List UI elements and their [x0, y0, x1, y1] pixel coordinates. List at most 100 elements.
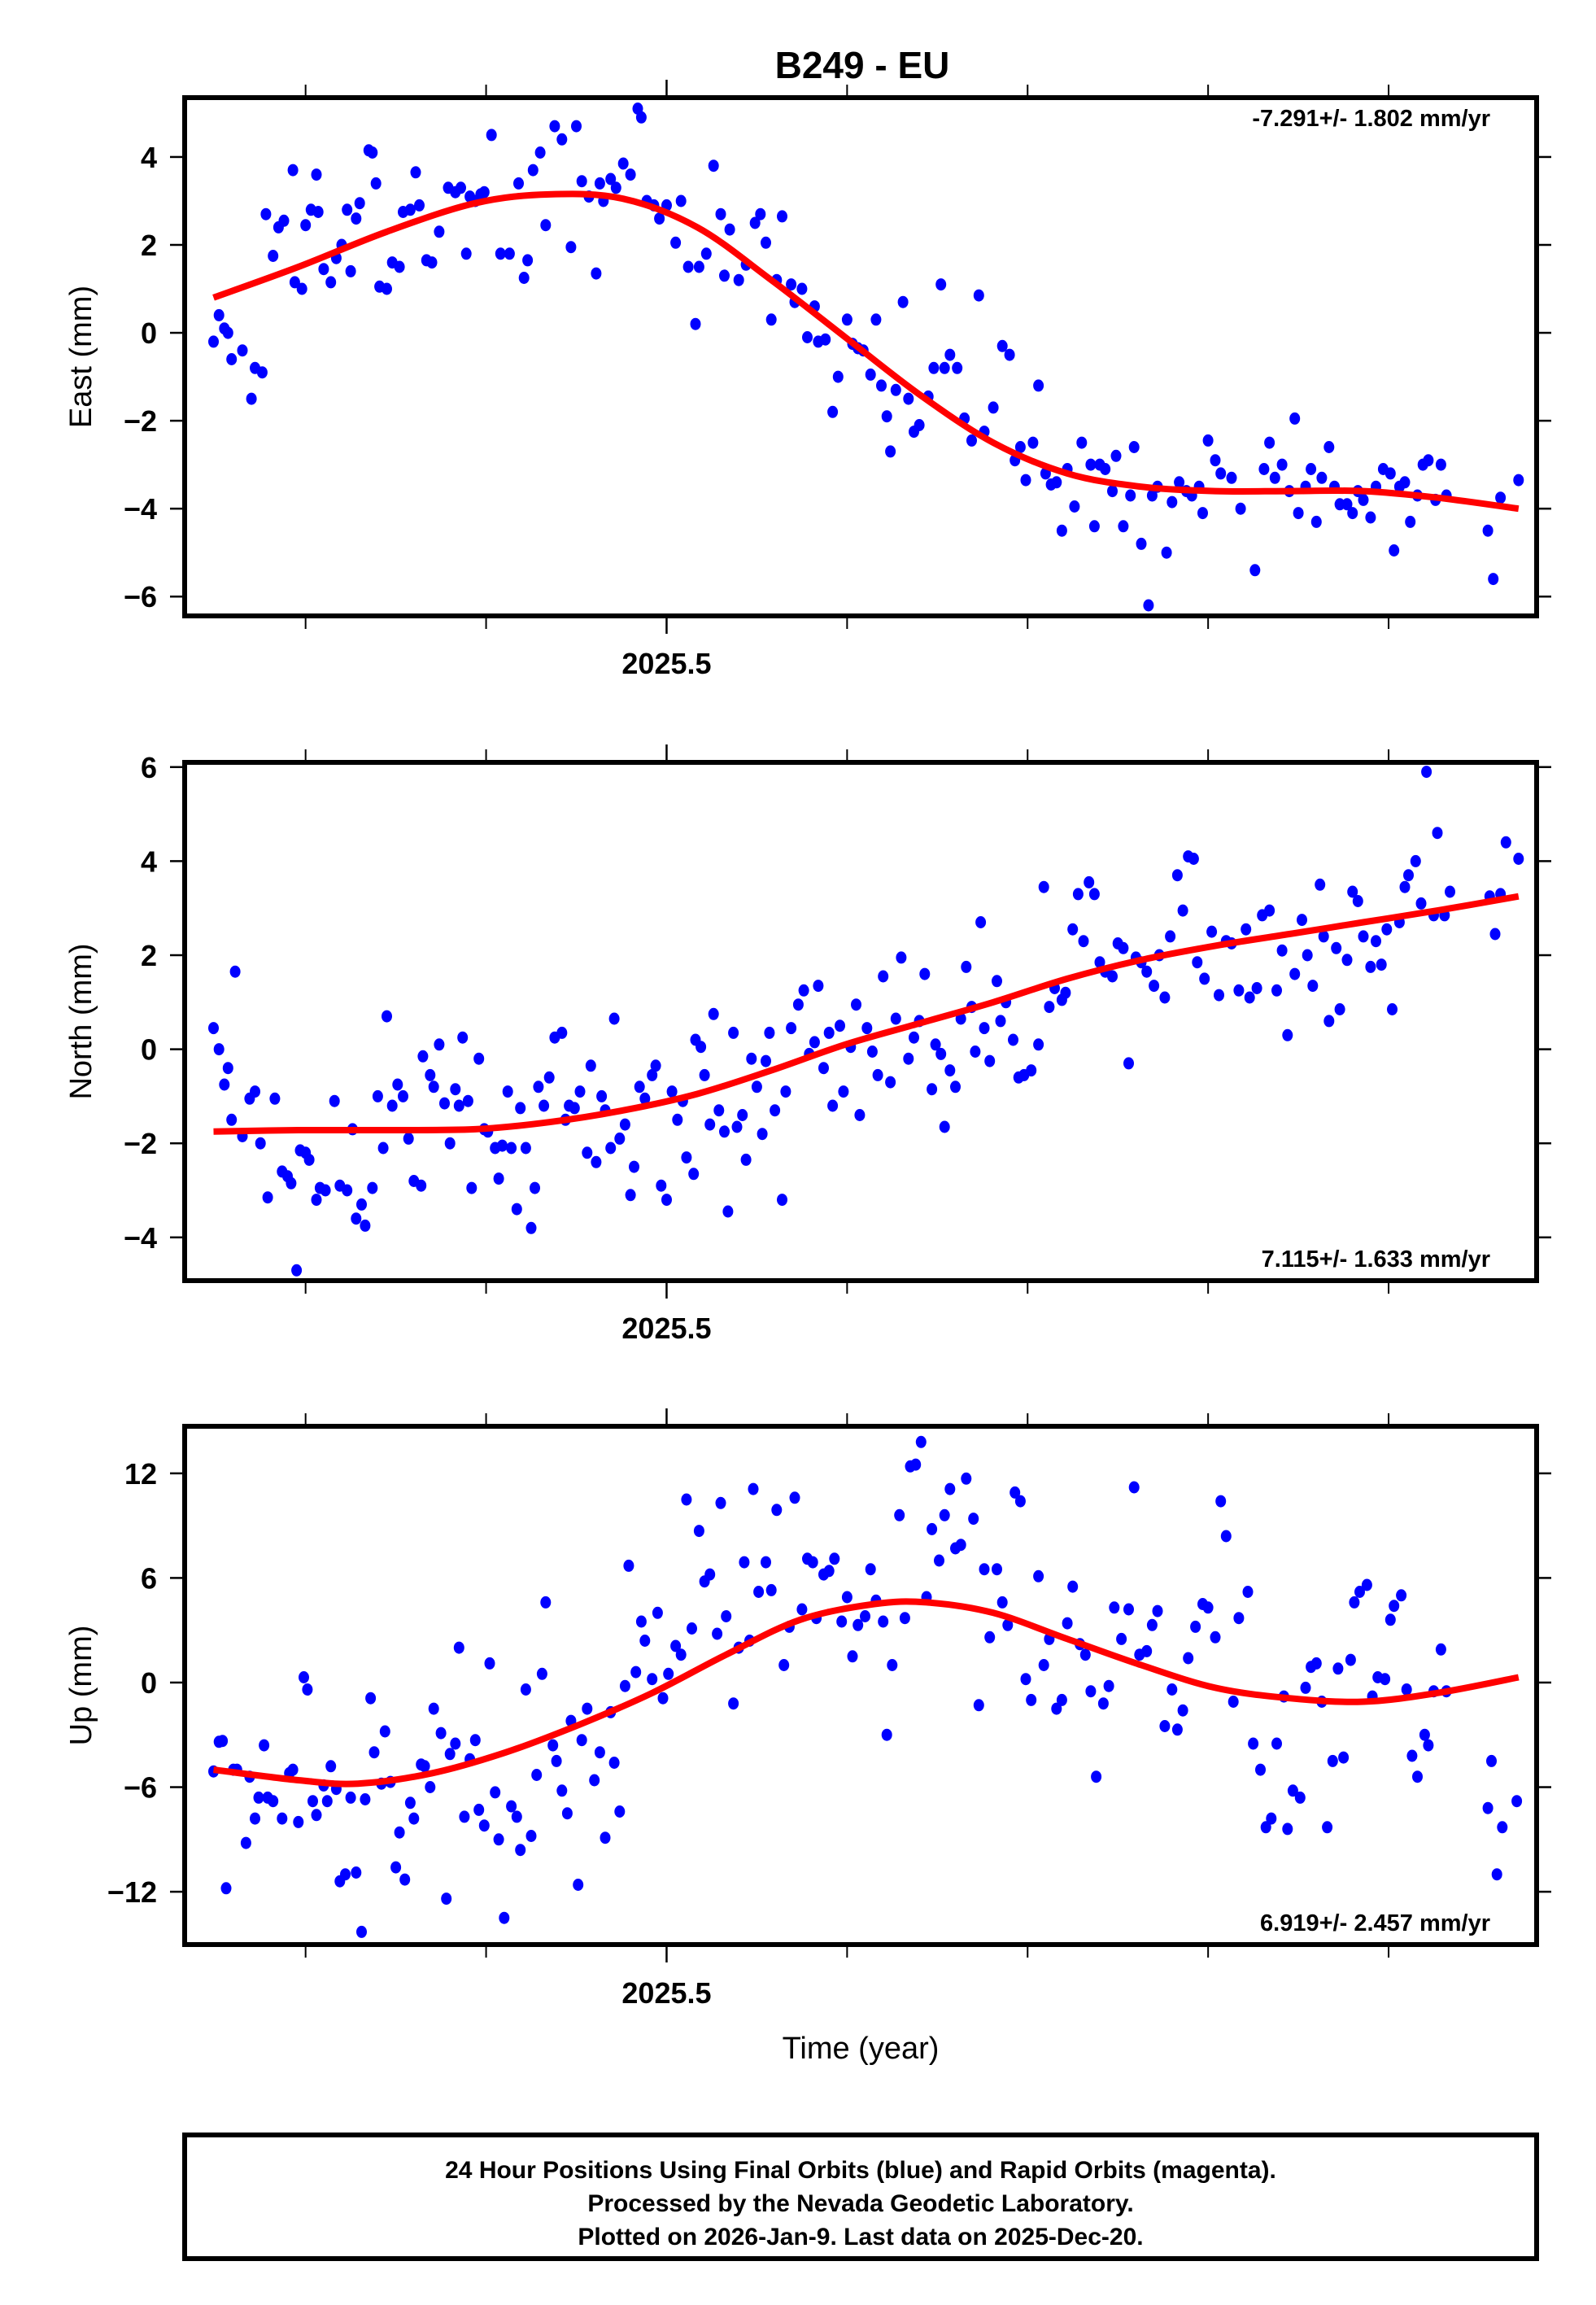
data-point — [582, 1146, 593, 1159]
data-point — [853, 1618, 864, 1631]
data-point — [1306, 463, 1317, 475]
data-point — [939, 1120, 950, 1133]
data-point — [1171, 1723, 1183, 1736]
data-point — [1347, 507, 1358, 520]
data-point — [865, 1563, 876, 1576]
data-point — [312, 206, 324, 218]
data-point — [453, 1099, 464, 1112]
data-point — [226, 1113, 238, 1126]
data-point — [302, 1683, 313, 1696]
north-frame — [182, 760, 1539, 1283]
data-point — [434, 1038, 445, 1051]
data-point — [1088, 520, 1100, 533]
data-point — [473, 1803, 485, 1816]
data-point — [1091, 1770, 1102, 1783]
data-point — [356, 1198, 367, 1211]
data-point — [576, 1734, 587, 1747]
data-point — [1251, 982, 1262, 994]
data-point — [952, 361, 963, 374]
data-point — [1033, 379, 1044, 392]
data-point — [851, 998, 861, 1011]
data-point — [1051, 476, 1062, 489]
data-point — [473, 1052, 485, 1065]
data-point — [286, 1177, 297, 1190]
data-point — [761, 1054, 771, 1067]
north-points — [208, 766, 1524, 1277]
data-point — [654, 212, 665, 225]
data-point — [382, 282, 392, 295]
data-point — [506, 1800, 517, 1813]
data-point — [1026, 1693, 1037, 1706]
data-point — [1399, 476, 1411, 489]
data-point — [1289, 967, 1301, 980]
data-point — [625, 1189, 636, 1202]
data-point — [1354, 1586, 1365, 1598]
data-point — [1141, 1644, 1153, 1657]
data-point — [713, 1104, 725, 1117]
data-point — [1415, 897, 1427, 910]
data-point — [757, 1128, 768, 1141]
data-point — [894, 1508, 905, 1521]
data-point — [1159, 1720, 1171, 1732]
data-point — [511, 1810, 522, 1823]
data-point — [722, 1205, 734, 1218]
footer-line-3: Plotted on 2026-Jan-9. Last data on 2025… — [578, 2224, 1143, 2250]
data-point — [939, 361, 950, 374]
data-point — [534, 146, 546, 159]
data-point — [1136, 537, 1147, 550]
data-point — [511, 1203, 522, 1216]
data-point — [1244, 991, 1255, 1004]
data-point — [823, 1026, 835, 1039]
data-point — [827, 405, 839, 418]
data-point — [1338, 1751, 1350, 1764]
data-point — [493, 1172, 504, 1185]
data-point — [777, 210, 787, 223]
data-point — [340, 1868, 351, 1881]
data-point — [1334, 498, 1345, 511]
data-point — [1152, 1604, 1163, 1617]
data-point — [1511, 1795, 1523, 1808]
data-point — [629, 1160, 639, 1173]
data-point — [293, 1815, 304, 1828]
data-point — [786, 278, 797, 291]
data-point — [728, 1697, 739, 1710]
data-point — [979, 1022, 990, 1035]
data-point — [614, 1805, 626, 1818]
data-point — [551, 1754, 562, 1767]
data-point — [386, 1099, 398, 1112]
data-point — [1067, 1580, 1079, 1593]
data-point — [647, 1673, 658, 1686]
data-point — [1143, 599, 1154, 612]
data-point — [351, 1212, 362, 1225]
data-point — [379, 1725, 390, 1738]
data-point — [1266, 1812, 1277, 1825]
data-point — [585, 1059, 596, 1072]
data-point — [935, 1047, 947, 1060]
data-point — [1352, 895, 1363, 907]
data-point — [1166, 1683, 1178, 1696]
data-point — [890, 1012, 901, 1025]
data-point — [490, 1786, 501, 1799]
data-point — [1419, 1728, 1430, 1741]
data-point — [914, 419, 925, 431]
data-point — [398, 1089, 408, 1102]
data-point — [1327, 1754, 1338, 1767]
data-point — [623, 1559, 634, 1572]
data-point — [329, 1094, 340, 1107]
data-point — [887, 1659, 898, 1671]
data-point — [365, 1692, 377, 1705]
y-tick-label: −2 — [124, 1127, 157, 1160]
data-point — [520, 1142, 531, 1155]
data-point — [414, 199, 425, 212]
data-point — [1103, 1679, 1114, 1692]
data-point — [367, 1181, 378, 1194]
data-point — [704, 1568, 716, 1581]
data-point — [591, 267, 602, 280]
data-point — [1376, 958, 1387, 971]
data-point — [915, 1435, 927, 1448]
data-point — [979, 1563, 990, 1576]
data-point — [930, 1038, 941, 1051]
data-point — [1214, 989, 1224, 1002]
data-point — [1307, 980, 1319, 993]
data-point — [246, 392, 257, 405]
